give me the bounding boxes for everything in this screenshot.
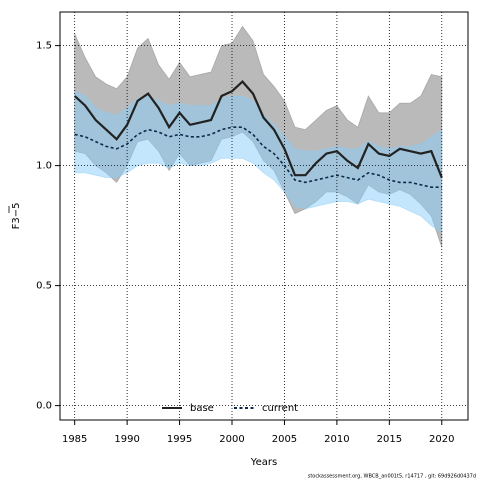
legend-label: base: [190, 403, 214, 414]
y-tick-label: 1.5: [36, 41, 52, 52]
y-tick-label: 1.0: [36, 161, 52, 172]
y-axis-label: F3−5: [11, 203, 22, 230]
x-tick-label: 2020: [429, 434, 454, 445]
x-tick-label: 1985: [62, 434, 87, 445]
line: [74, 126, 442, 188]
legend-label: current: [262, 403, 298, 414]
x-tick-label: 2000: [219, 434, 244, 445]
plot-frame: [59, 11, 469, 421]
x-tick-label: 2005: [272, 434, 297, 445]
y-tick-label: 0.5: [36, 281, 52, 292]
x-tick-label: 2015: [377, 434, 402, 445]
line: [73, 80, 443, 179]
y-tick-label: 0.0: [36, 401, 52, 412]
x-tick-label: 2010: [324, 434, 349, 445]
x-tick-label: 1995: [167, 434, 192, 445]
x-axis-label: Years: [250, 457, 277, 468]
footer: stockassessment.org, WBCB_an001t5, r1471…: [308, 474, 476, 480]
x-tick-label: 1990: [114, 434, 139, 445]
confidence-band: [74, 90, 443, 234]
